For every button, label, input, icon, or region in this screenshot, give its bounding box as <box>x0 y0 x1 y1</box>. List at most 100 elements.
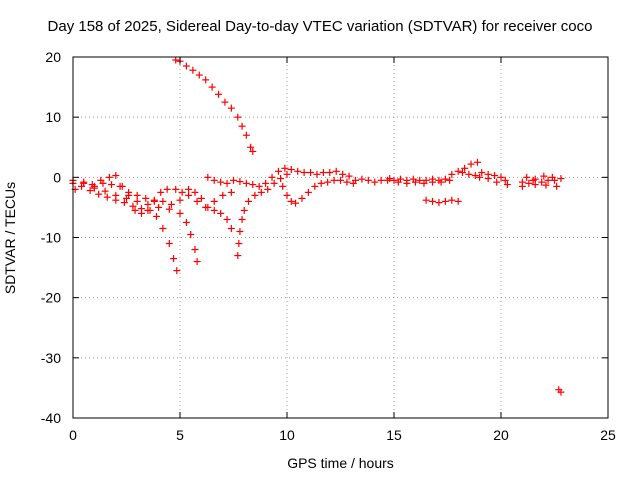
data-point <box>294 167 302 175</box>
data-point <box>210 206 218 214</box>
data-point <box>144 206 152 214</box>
data-point <box>437 178 445 186</box>
data-point <box>324 178 332 186</box>
data-point <box>343 178 351 186</box>
data-point <box>242 179 250 187</box>
data-point <box>142 194 150 202</box>
data-point <box>476 173 484 181</box>
y-tick-label: -10 <box>41 230 61 246</box>
data-point <box>195 71 203 79</box>
data-point <box>542 181 550 189</box>
data-point <box>249 147 257 155</box>
data-point <box>429 197 437 205</box>
data-point <box>448 196 456 204</box>
x-tick-label: 0 <box>69 427 77 443</box>
data-point <box>178 188 186 196</box>
data-point <box>105 173 113 181</box>
data-point <box>182 218 190 226</box>
data-point <box>330 176 338 184</box>
data-point <box>217 209 225 217</box>
data-point <box>159 224 167 232</box>
data-point <box>553 182 561 190</box>
data-point <box>317 179 325 187</box>
data-point <box>484 175 492 183</box>
data-point <box>279 182 287 190</box>
data-point <box>234 252 242 260</box>
data-point <box>313 170 321 178</box>
data-point <box>112 172 120 180</box>
data-point <box>262 179 270 187</box>
data-point <box>152 212 160 220</box>
data-point <box>234 113 242 121</box>
data-point <box>202 203 210 211</box>
data-point <box>304 188 312 196</box>
data-point <box>191 188 199 196</box>
y-tick-label: 0 <box>53 169 61 185</box>
data-point <box>165 240 173 248</box>
data-point <box>557 175 565 183</box>
data-point <box>446 176 454 184</box>
data-point <box>182 62 190 70</box>
data-point <box>159 197 167 205</box>
data-point <box>172 185 180 193</box>
data-point <box>420 179 428 187</box>
data-point <box>319 169 327 177</box>
data-point <box>125 188 133 196</box>
data-point <box>219 191 227 199</box>
data-point <box>491 172 499 180</box>
data-point <box>538 178 546 186</box>
data-point <box>185 191 193 199</box>
data-point <box>150 196 158 204</box>
data-point <box>144 200 152 208</box>
y-axis-label: SDTVAR / TECUs <box>2 181 18 295</box>
y-tick-label: -40 <box>41 410 61 426</box>
chart-title: Day 158 of 2025, Sidereal Day-to-day VTE… <box>47 18 593 35</box>
data-point <box>501 176 509 184</box>
data-point <box>249 181 257 189</box>
data-point <box>529 176 537 184</box>
data-point <box>307 169 315 177</box>
data-point <box>403 179 411 187</box>
data-point <box>238 215 246 223</box>
data-point <box>281 164 289 172</box>
data-point <box>80 178 88 186</box>
data-point <box>240 206 248 214</box>
data-point <box>454 197 462 205</box>
data-point <box>133 191 141 199</box>
data-point <box>172 56 180 64</box>
data-point <box>332 167 340 175</box>
data-point <box>133 197 141 205</box>
y-tick-label: 10 <box>45 109 61 125</box>
data-point <box>300 169 308 177</box>
data-point <box>236 178 244 186</box>
data-point <box>478 169 486 177</box>
y-tick-label: 20 <box>45 49 61 65</box>
data-point <box>544 176 552 184</box>
data-point <box>525 179 533 187</box>
data-point <box>277 175 285 183</box>
data-point <box>264 185 272 193</box>
data-point <box>283 191 291 199</box>
data-point <box>493 178 501 186</box>
data-point <box>371 178 379 186</box>
data-point <box>557 388 565 396</box>
x-tick-label: 25 <box>600 427 616 443</box>
data-point <box>390 176 398 184</box>
y-tick-label: -20 <box>41 290 61 306</box>
data-point <box>99 179 107 187</box>
data-point <box>101 187 109 195</box>
data-point <box>467 160 475 168</box>
data-point <box>170 255 178 263</box>
data-point <box>120 199 128 207</box>
data-point <box>311 182 319 190</box>
data-point <box>103 193 111 201</box>
data-point <box>165 205 173 213</box>
data-point <box>215 90 223 98</box>
data-point <box>167 200 175 208</box>
data-point <box>287 197 295 205</box>
data-point <box>429 178 437 186</box>
data-point <box>503 181 511 189</box>
data-point <box>95 190 103 198</box>
data-point <box>185 185 193 193</box>
data-point <box>326 169 334 177</box>
